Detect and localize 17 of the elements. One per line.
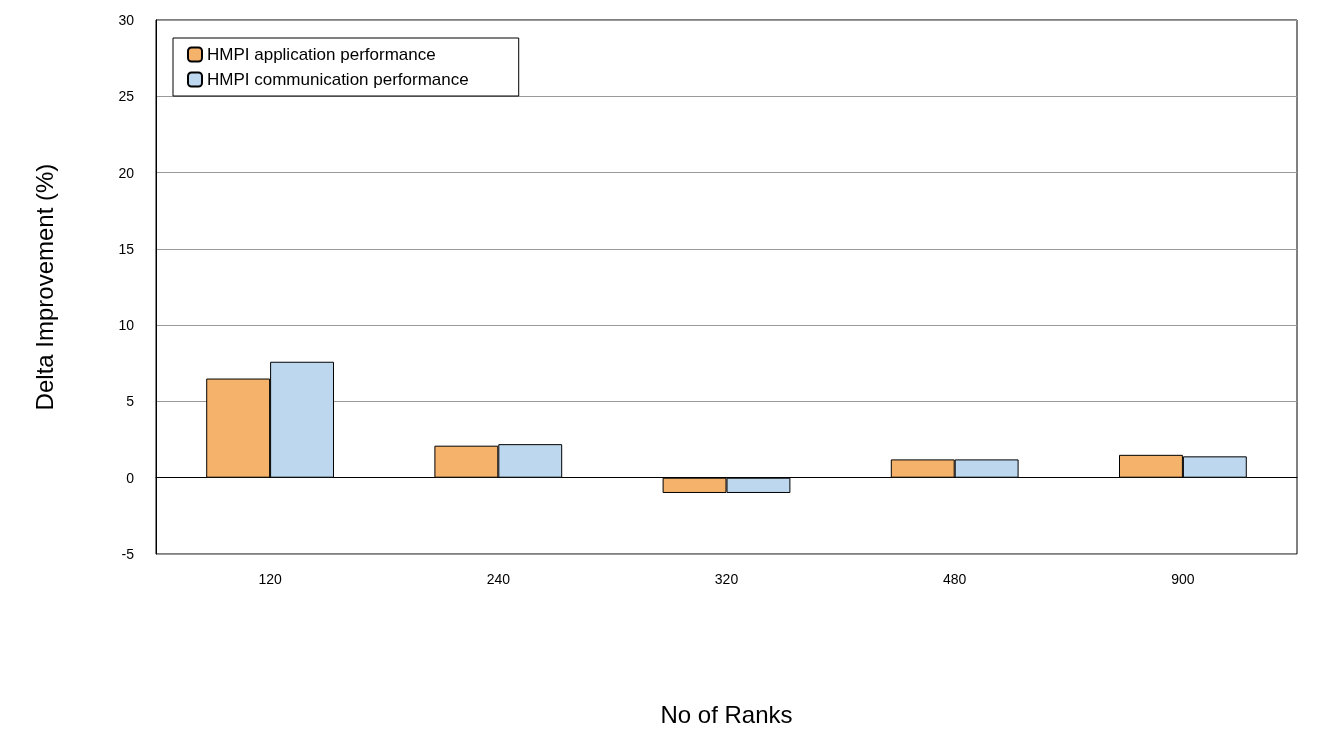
y-tick-label: 25	[118, 88, 135, 105]
x-axis-title: No of Ranks	[660, 700, 793, 728]
x-tick-label: 320	[714, 571, 739, 587]
x-tick-label: 240	[486, 571, 511, 587]
y-tick-label: -5	[121, 546, 135, 562]
y-axis-title: Delta Improvement (%)	[30, 163, 58, 411]
y-tick-label: 0	[126, 469, 135, 486]
y-tick-label: 10	[118, 317, 135, 334]
x-tick-label: 480	[943, 571, 967, 587]
x-tick-label: 120	[258, 571, 282, 587]
x-tick-label: 900	[1171, 571, 1195, 587]
legend-label: HMPI application performance	[207, 45, 436, 64]
y-tick-label: 5	[126, 393, 135, 410]
legend-label: HMPI communication performance	[207, 70, 469, 89]
y-tick-label: 20	[118, 164, 135, 181]
y-tick-label: 30	[118, 12, 135, 28]
y-tick-label: 15	[118, 240, 135, 257]
